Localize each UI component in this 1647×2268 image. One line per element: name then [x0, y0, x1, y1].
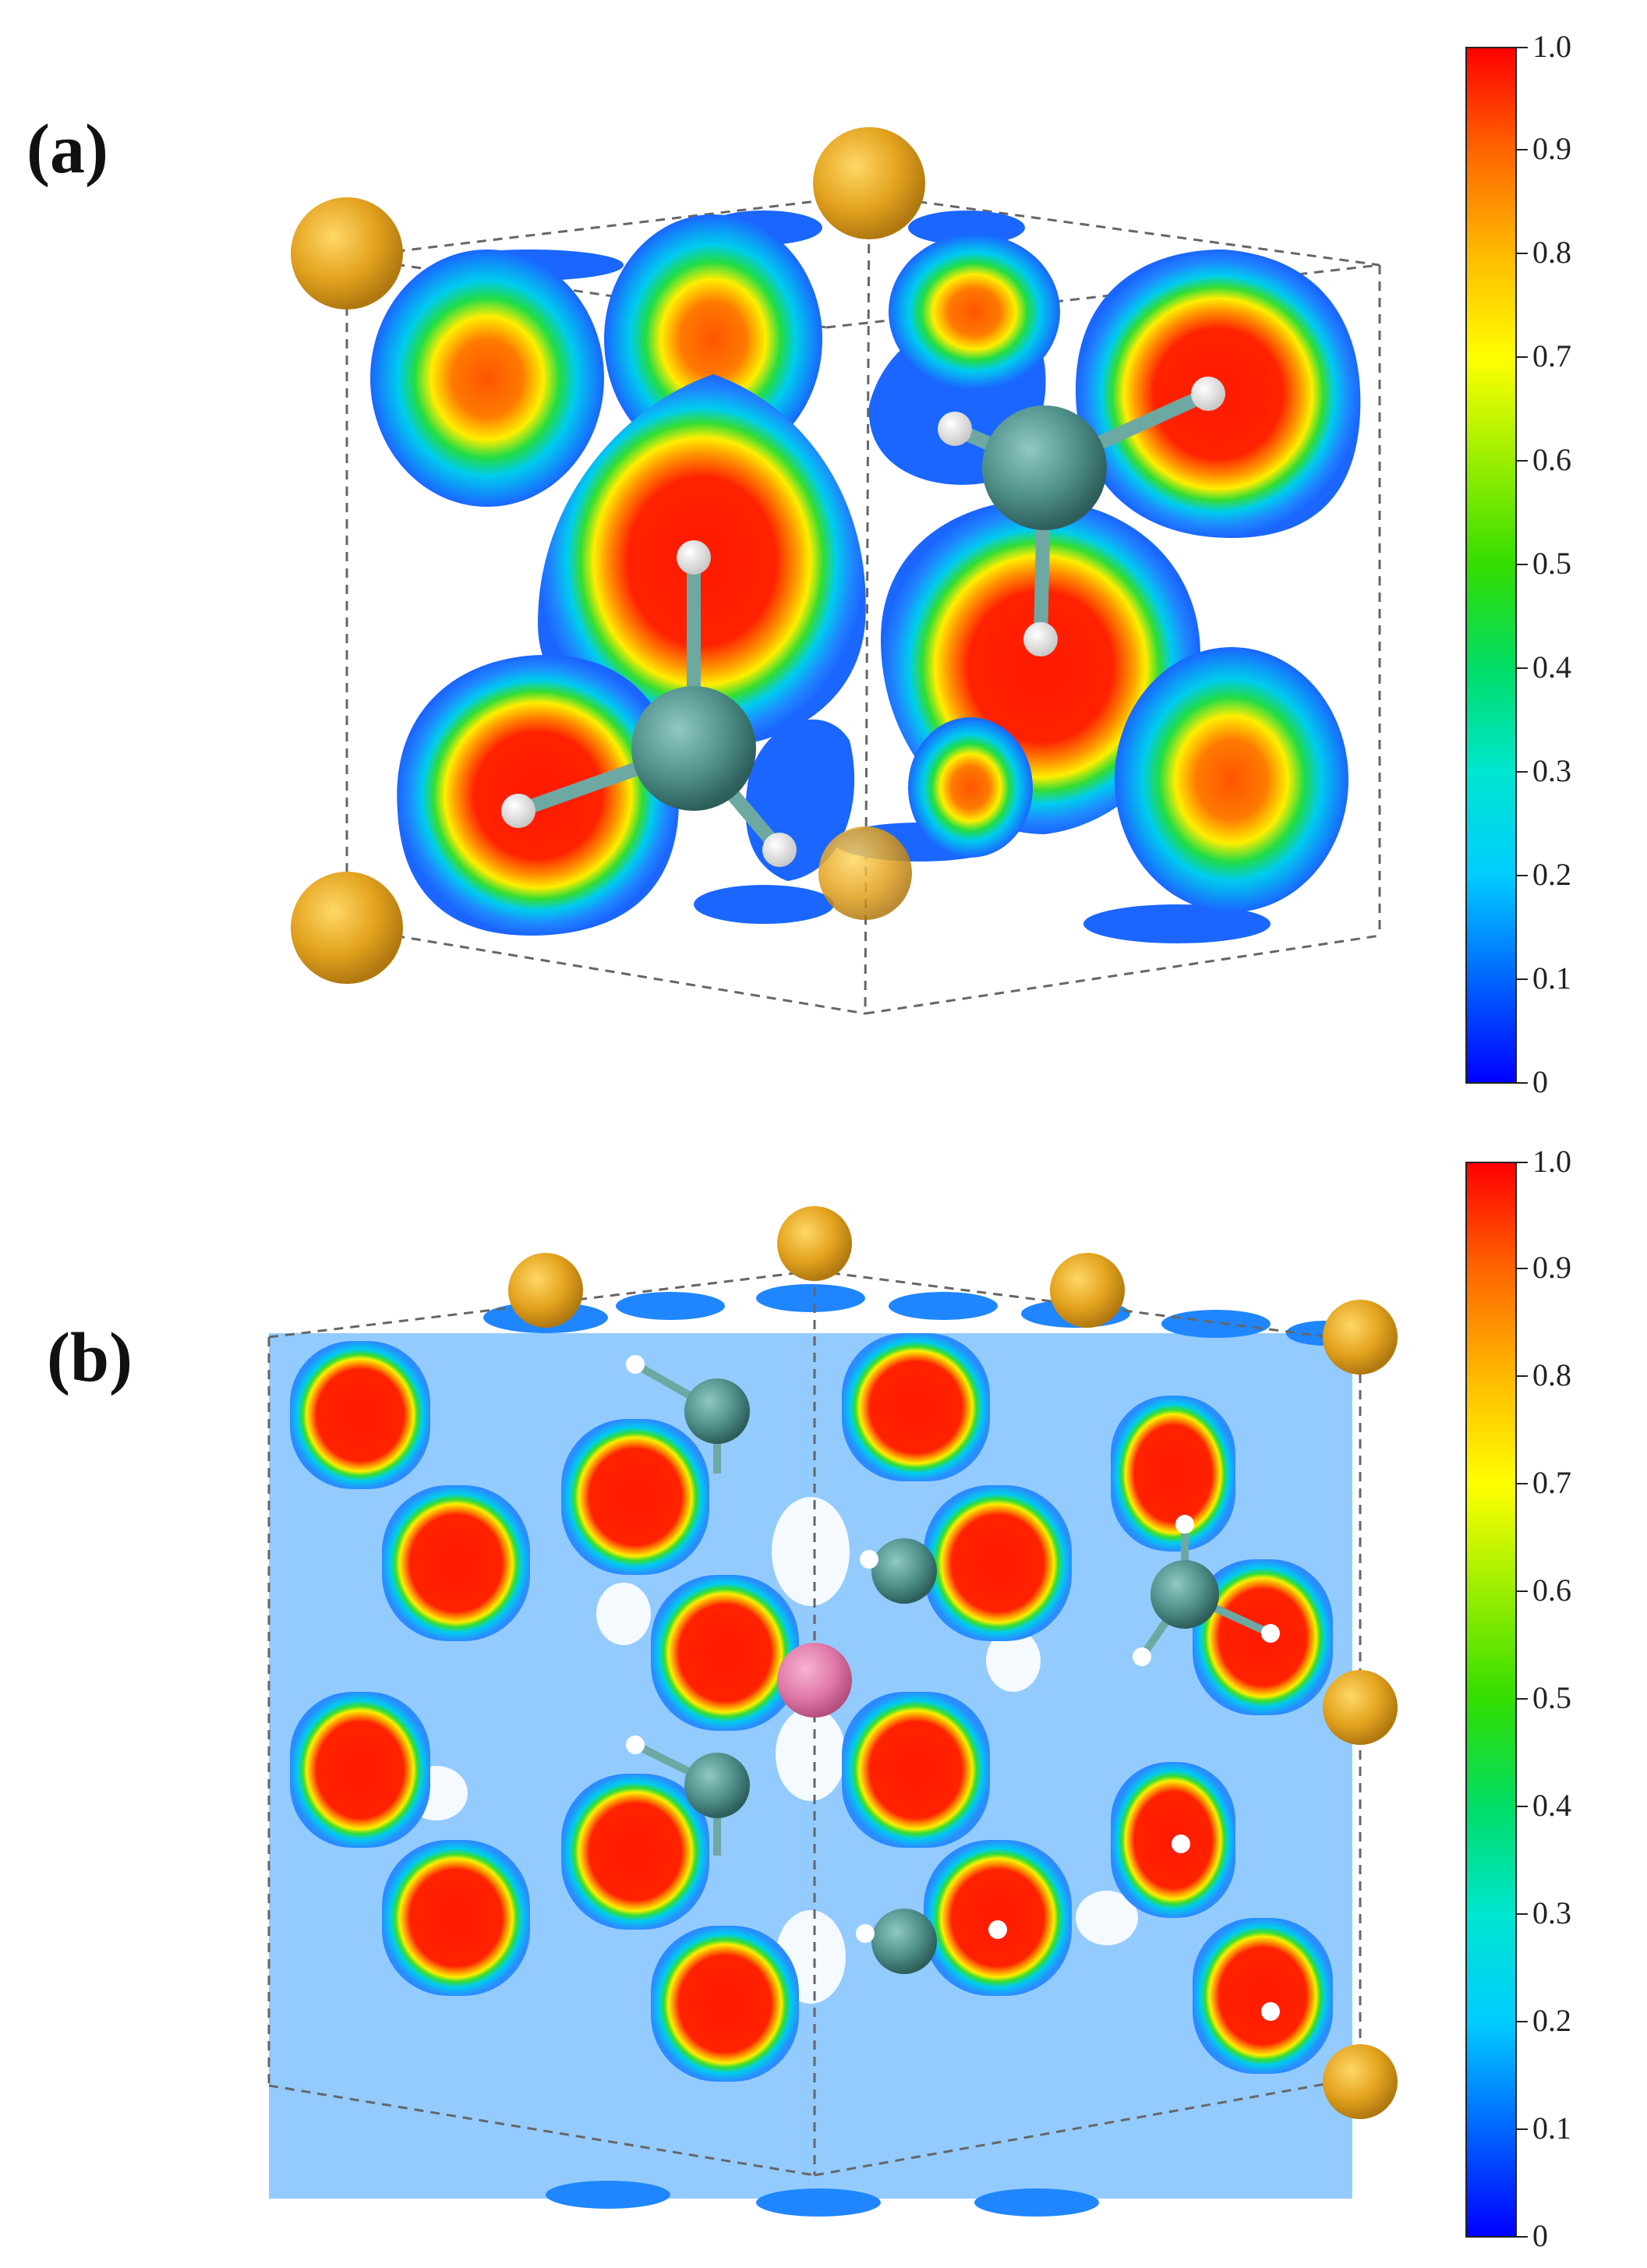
carbon-atom	[631, 686, 756, 811]
tick-label: 0.1	[1532, 961, 1571, 996]
atoms-b	[626, 1355, 1280, 2021]
hydrogen-atom	[1175, 1515, 1194, 1534]
elf-lobes-a	[370, 214, 1361, 936]
tick-label: 0	[1532, 2218, 1548, 2253]
carbon-atom	[684, 1753, 750, 1818]
hydrogen-atom	[762, 833, 797, 867]
hydrogen-atom	[860, 1550, 878, 1569]
hydrogen-atom	[856, 1924, 875, 1943]
metal-atom	[1323, 2044, 1398, 2119]
colorbar-gradient	[1465, 47, 1517, 1084]
panel-a: (a)	[0, 0, 1647, 1107]
methyl-group-1	[501, 540, 797, 867]
tick-label: 1.0	[1532, 1144, 1571, 1179]
hydrogen-atom	[626, 1735, 645, 1754]
hydrogen-atom	[1133, 1647, 1151, 1666]
tick-label: 0.8	[1532, 235, 1571, 270]
tick-label: 0.3	[1532, 1895, 1571, 1930]
tick-label: 0.5	[1532, 1680, 1571, 1715]
hydrogen-atom	[1023, 622, 1058, 656]
elf-isosurface-b	[267, 1206, 1398, 2217]
hydrogen-atom	[1261, 2002, 1280, 2021]
tick-label: 0.6	[1532, 1573, 1571, 1608]
metal-atom	[291, 872, 403, 984]
tick-label: 0.7	[1532, 338, 1571, 373]
metal-atom	[1050, 1253, 1125, 1328]
hydrogen-atom	[501, 794, 535, 828]
metal-atom	[508, 1253, 583, 1328]
tick-label: 0.5	[1532, 546, 1571, 581]
tick-label: 0.8	[1532, 1357, 1571, 1392]
metal-atom	[291, 197, 403, 310]
metal-atoms-a	[291, 127, 925, 984]
tick-label: 0.2	[1532, 857, 1571, 892]
metal-atom	[777, 1206, 852, 1281]
hydrogen-atom	[1261, 1624, 1280, 1643]
hydrogen-atom	[677, 540, 711, 575]
hydrogen-atom	[988, 1920, 1007, 1939]
tick-label: 0.9	[1532, 1250, 1571, 1285]
metal-atom	[813, 127, 925, 239]
tick-label: 0.2	[1532, 2003, 1571, 2038]
tick-label: 0.3	[1532, 753, 1571, 788]
carbon-atom	[871, 1909, 937, 1974]
tick-label: 0.1	[1532, 2111, 1571, 2146]
metal-atom	[1323, 1670, 1398, 1745]
unit-cell-frame-a	[345, 193, 1381, 1015]
hydrogen-atom	[1191, 377, 1225, 411]
panel-b: (b)	[0, 1115, 1647, 2268]
panel-a-label: (a)	[27, 111, 108, 188]
tick-label: 0.6	[1532, 442, 1571, 477]
colorbar-gradient	[1465, 1162, 1517, 2238]
tick-label: 0.4	[1532, 1788, 1571, 1823]
metal-atoms-b	[508, 1206, 1398, 2119]
metal-atom	[1323, 1300, 1398, 1375]
tick-label: 1.0	[1532, 29, 1571, 64]
center-atom	[777, 1643, 852, 1718]
carbon-atom	[1150, 1560, 1219, 1629]
metal-atom	[818, 826, 912, 920]
carbon-atom	[982, 405, 1107, 530]
tick-label: 0.4	[1532, 649, 1571, 685]
methyl-group-2	[938, 377, 1225, 656]
tick-label: 0.9	[1532, 131, 1571, 166]
panel-b-label: (b)	[47, 1319, 133, 1396]
tick-label: 0	[1532, 1064, 1548, 1099]
tick-label: 0.7	[1532, 1465, 1571, 1500]
elf-isosurface-a	[291, 127, 1381, 1015]
carbon-atom	[684, 1378, 750, 1444]
hydrogen-atom	[1172, 1835, 1190, 1853]
hydrogen-atom	[626, 1355, 645, 1374]
hydrogen-atom	[938, 412, 972, 446]
carbon-atom	[871, 1538, 937, 1604]
